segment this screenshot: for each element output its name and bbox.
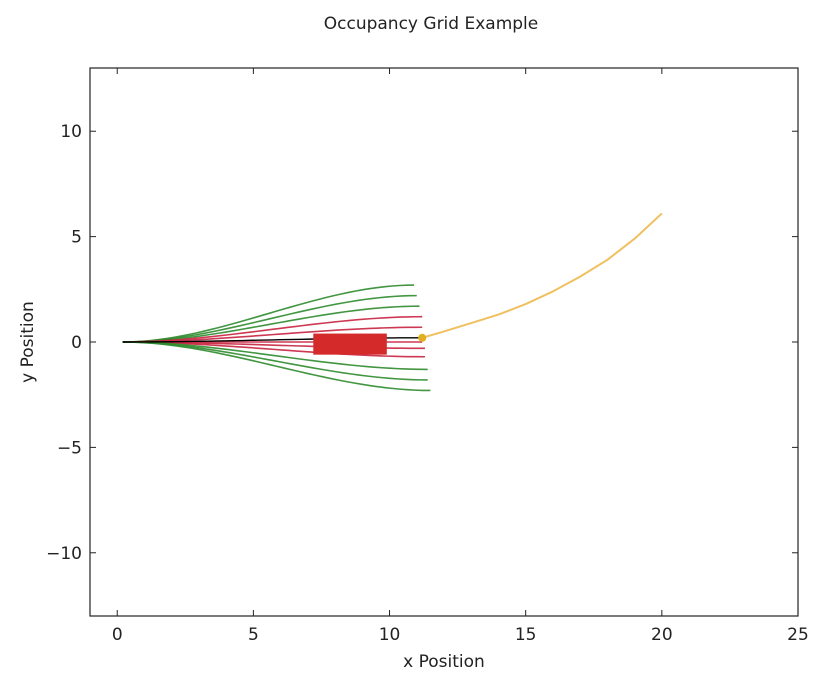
x-tick-label: 15 — [515, 625, 537, 645]
obstacle-rect — [313, 333, 387, 355]
y-tick-label: 0 — [71, 333, 82, 353]
x-tick-label: 20 — [651, 625, 673, 645]
data-layer — [122, 212, 663, 392]
goal-path-line — [421, 212, 663, 339]
y-axis-label: y Position — [18, 301, 38, 383]
colliding-path-line — [122, 341, 425, 358]
y-tick-label: −10 — [46, 544, 82, 564]
y-tick-label: −5 — [57, 438, 82, 458]
y-tick-label: 10 — [60, 122, 82, 142]
free-path-line — [122, 305, 420, 343]
x-tick-label: 5 — [248, 625, 259, 645]
goal-point — [418, 333, 427, 342]
free-path-line — [122, 284, 415, 343]
x-tick-label: 25 — [787, 625, 809, 645]
ticks-layer: 0 5 10 15 20 25 −10 −5 0 5 10 — [46, 68, 809, 645]
free-path-line — [122, 341, 431, 392]
x-axis-label: x Position — [403, 652, 485, 672]
x-tick-label: 10 — [379, 625, 401, 645]
colliding-path-line — [122, 326, 423, 343]
free-path-line — [122, 294, 417, 343]
y-tick-label: 5 — [71, 228, 82, 248]
x-tick-label: 0 — [112, 625, 123, 645]
chart-title: Occupancy Grid Example — [324, 14, 538, 34]
